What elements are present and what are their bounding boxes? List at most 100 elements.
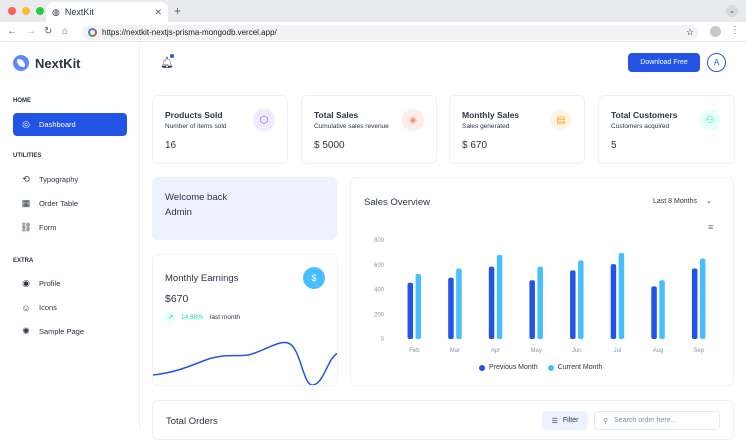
earnings-sparkline <box>153 341 337 385</box>
reload-icon[interactable]: ↻ <box>44 26 53 37</box>
back-icon[interactable]: ← <box>7 26 17 37</box>
new-tab-icon[interactable]: + <box>174 4 182 18</box>
bar-current <box>699 258 706 339</box>
stat-value: 16 <box>165 140 177 151</box>
sidebar-item-icons[interactable]: ☺ Icons <box>13 296 127 319</box>
sidebar-item-label: Dashboard <box>39 120 76 129</box>
bar-current <box>415 274 422 339</box>
stat-card-monthly-sales: Monthly Sales Sales generated $ 670 ▤ <box>449 95 585 164</box>
globe-icon: ◍ <box>52 6 60 17</box>
close-window-button[interactable] <box>8 7 16 15</box>
bar-previous <box>651 286 657 339</box>
x-tick-label: Aug <box>653 348 664 354</box>
forward-icon[interactable]: → <box>26 26 36 37</box>
filter-label: Filter <box>562 417 579 424</box>
trend-up-icon: ↗ <box>165 312 176 323</box>
bar-previous <box>448 277 454 339</box>
browser-tab[interactable]: ◍ NextKit ✕ <box>46 2 168 22</box>
sidebar-item-order-table[interactable]: ▦ Order Table <box>13 192 127 215</box>
order-search-input[interactable]: ⚲ Search order here... <box>594 411 720 430</box>
total-orders-card: Total Orders ☰ Filter ⚲ Search order her… <box>152 400 734 440</box>
chart-legend: Previous Month Current Month <box>479 364 602 371</box>
sidebar-heading-extra: EXTRA <box>13 258 34 264</box>
avatar[interactable]: A <box>707 53 726 72</box>
tab-search-icon[interactable]: ⌄ <box>726 5 738 17</box>
legend-label: Previous Month <box>489 364 538 371</box>
calendar-icon: ▤ <box>550 109 572 131</box>
bar-current <box>496 254 503 339</box>
bell-icon[interactable]: 🔔︎ <box>160 57 174 69</box>
dollar-icon: $ <box>303 267 325 289</box>
x-tick-label: Jul <box>614 348 622 354</box>
bar-current <box>456 268 462 339</box>
stat-card-total-sales: Total Sales Cumulative sales revenue $ 5… <box>301 95 437 164</box>
bar-current <box>578 260 584 339</box>
bar-current <box>537 266 543 339</box>
sales-overview-card: Sales Overview Last 8 Months ⌄ ≡ 0 200 400… <box>350 177 734 386</box>
x-tick-label: May <box>531 348 542 354</box>
earnings-change: 14.68% <box>181 314 204 321</box>
stat-subtitle: Cumulative sales revenue <box>314 123 389 130</box>
sidebar-item-form[interactable]: ⛓ Form <box>13 216 127 239</box>
sidebar-item-label: Icons <box>39 303 57 312</box>
stat-card-total-customers: Total Customers Customers acquired 5 ⚇ <box>598 95 735 164</box>
sidebar-item-label: Sample Page <box>39 327 85 336</box>
bar-previous <box>488 266 495 339</box>
y-tick-label: 800 <box>374 238 385 244</box>
sidebar-item-profile[interactable]: ◉ Profile <box>13 272 127 295</box>
search-icon: ⚲ <box>603 417 609 425</box>
app-name: NextKit <box>35 55 81 71</box>
sidebar-item-dashboard[interactable]: ◎ Dashboard <box>13 113 127 136</box>
month-range-value: Last 8 Months <box>653 197 697 205</box>
sidebar-item-label: Order Table <box>39 199 79 208</box>
filter-button[interactable]: ☰ Filter <box>542 411 588 430</box>
sidebar-heading-home: HOME <box>13 98 31 104</box>
x-tick-label: Sep <box>693 348 704 354</box>
bar-current <box>659 280 665 339</box>
home-icon[interactable]: ⌂ <box>62 26 69 37</box>
download-free-button[interactable]: Download Free <box>628 53 700 72</box>
close-tab-icon[interactable]: ✕ <box>154 6 162 17</box>
stat-title: Products Sold <box>165 110 223 120</box>
stat-value: $ 670 <box>462 140 488 151</box>
earnings-period: last month <box>210 314 240 321</box>
aperture-icon: ✺ <box>22 326 30 336</box>
app-logo[interactable]: NextKit <box>13 55 81 71</box>
welcome-card: Welcome back Admin <box>152 177 337 240</box>
address-bar[interactable]: https://nextkit-nextjs-prisma-mongodb.ve… <box>82 25 698 40</box>
sidebar: NextKit HOME ◎ Dashboard UTILITIES ⟲ Typ… <box>0 43 140 430</box>
form-icon: ⛓ <box>20 222 32 232</box>
earnings-value: $670 <box>165 293 189 305</box>
box-icon: ⬡ <box>253 109 275 131</box>
month-range-select[interactable]: Last 8 Months ⌄ <box>647 192 719 210</box>
sidebar-item-label: Profile <box>39 279 61 288</box>
sidebar-item-sample-page[interactable]: ✺ Sample Page <box>13 320 127 343</box>
minimize-window-button[interactable] <box>22 7 30 15</box>
bar-previous <box>570 270 576 339</box>
sidebar-heading-utilities: UTILITIES <box>13 153 42 159</box>
bar-previous <box>407 282 414 339</box>
browser-tab-strip: ◍ NextKit ✕ + ⌄ <box>0 0 746 22</box>
stat-title: Total Sales <box>314 110 359 120</box>
bar-previous <box>691 268 698 339</box>
bar-previous <box>610 264 617 339</box>
stat-subtitle: Number of items sold <box>165 123 227 130</box>
legend-swatch <box>479 364 485 371</box>
stat-title: Monthly Sales <box>462 110 520 120</box>
notification-dot <box>170 54 174 58</box>
stat-title: Total Customers <box>611 110 678 120</box>
google-icon <box>88 28 97 37</box>
legend-label: Current Month <box>557 364 603 371</box>
stat-subtitle: Customers acquired <box>611 123 670 130</box>
sidebar-item-label: Typography <box>39 175 79 184</box>
chart-menu-icon[interactable]: ≡ <box>708 222 714 232</box>
stat-subtitle: Sales generated <box>462 123 510 130</box>
welcome-username: Admin <box>165 207 192 218</box>
maximize-window-button[interactable] <box>36 7 44 15</box>
bookmark-star-icon[interactable]: ☆ <box>685 27 694 37</box>
chevron-down-icon: ⌄ <box>705 198 712 205</box>
browser-menu-icon[interactable]: ⋮ <box>730 25 740 36</box>
browser-profile-icon[interactable] <box>710 26 721 37</box>
sidebar-item-typography[interactable]: ⟲ Typography <box>13 168 127 191</box>
earnings-title: Monthly Earnings <box>165 273 239 284</box>
